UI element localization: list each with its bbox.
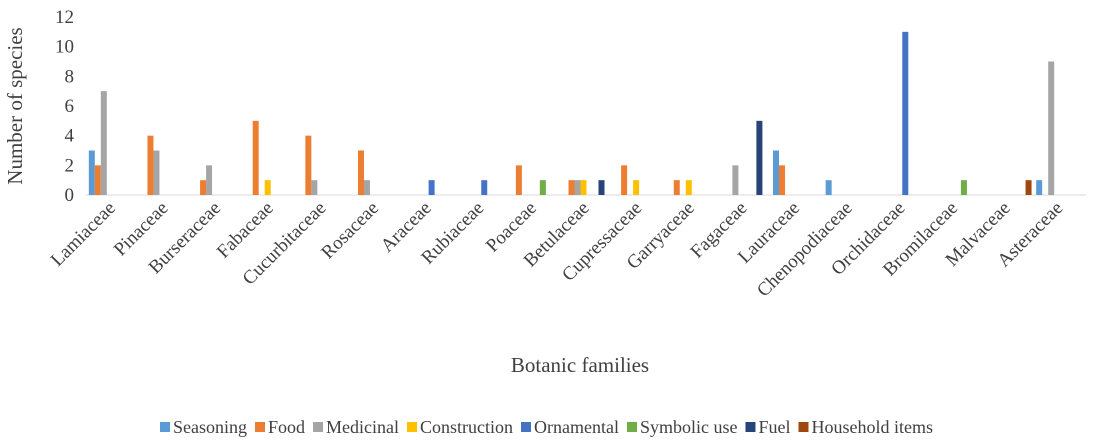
bar (574, 180, 581, 195)
legend-label: Medicinal (326, 417, 399, 437)
y-tick-label: 0 (65, 185, 75, 206)
legend-swatch (255, 422, 266, 432)
legend-label: Fuel (758, 417, 790, 437)
bar (481, 180, 488, 195)
bar (311, 180, 318, 195)
legend-swatch (626, 422, 637, 432)
bar (100, 91, 107, 195)
bar (363, 180, 370, 195)
y-tick-label: 4 (65, 126, 75, 147)
bar (305, 135, 312, 195)
legend: Seasoning Food Medicinal Construction Orname… (160, 417, 933, 437)
legend-swatch (407, 422, 418, 432)
bar (960, 180, 967, 195)
bar (1025, 180, 1032, 195)
bar (580, 180, 587, 195)
bar (200, 180, 207, 195)
bar (1048, 61, 1055, 195)
legend-swatch (313, 422, 324, 432)
x-tick-label: Lamiaceae (47, 198, 120, 271)
bar (264, 180, 271, 195)
legend-swatch (521, 422, 532, 432)
bar (825, 180, 832, 195)
legend-label: Construction (420, 417, 513, 437)
bar (598, 180, 605, 195)
bar (685, 180, 692, 195)
bar (147, 135, 154, 195)
bar (357, 150, 364, 195)
bar (779, 165, 786, 195)
bar (673, 180, 680, 195)
x-axis-title: Botanic families (511, 353, 649, 377)
y-tick-label: 10 (55, 37, 74, 58)
x-tick-label: Chenopodiaceae (753, 198, 857, 302)
legend-label: Symbolic use (640, 417, 738, 437)
bar (252, 120, 259, 195)
y-tick-label: 2 (65, 155, 75, 176)
y-axis-title: Number of species (3, 27, 27, 184)
bar (773, 150, 780, 195)
legend-swatch (745, 422, 756, 432)
bar (621, 165, 628, 195)
y-tick-label: 6 (65, 96, 75, 117)
bar (153, 150, 160, 195)
bar (539, 180, 546, 195)
bar (515, 165, 522, 195)
y-tick-label: 8 (65, 66, 75, 87)
bar (1036, 180, 1043, 195)
legend-label: Seasoning (173, 417, 247, 437)
bar (633, 180, 640, 195)
y-tick-label: 12 (55, 7, 74, 28)
bar (732, 165, 739, 195)
legend-label: Food (268, 417, 305, 437)
bar (94, 165, 101, 195)
bar (88, 150, 95, 195)
bar (568, 180, 575, 195)
x-tick-label: Rosaceae (317, 198, 383, 264)
bar (206, 165, 213, 195)
legend-swatch (160, 422, 171, 432)
bar (428, 180, 435, 195)
bar (902, 31, 909, 196)
bar (756, 120, 763, 195)
legend-swatch (798, 422, 809, 432)
legend-label: Ornamental (534, 417, 619, 437)
legend-label: Household items (811, 417, 933, 437)
